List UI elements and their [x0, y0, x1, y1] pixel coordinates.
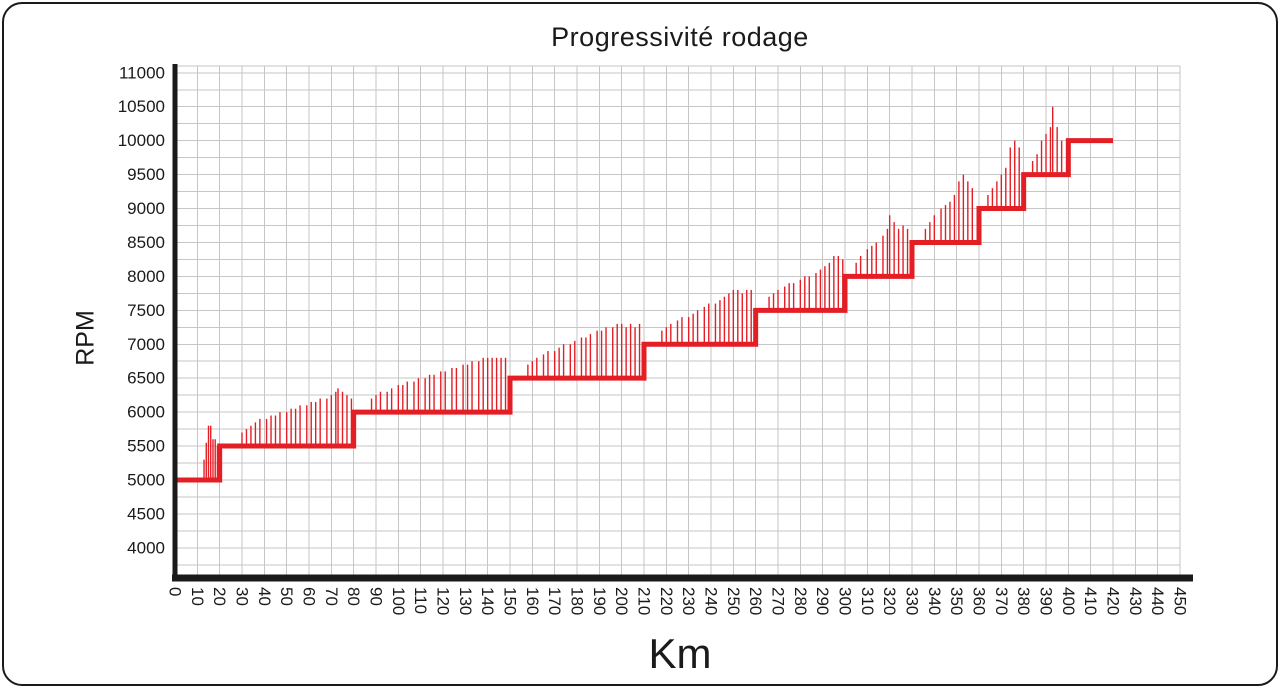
x-tick-label: 330 — [903, 587, 922, 615]
x-tick-label: 260 — [746, 587, 765, 615]
x-tick-label: 380 — [1014, 587, 1033, 615]
x-tick-label: 60 — [300, 587, 319, 606]
x-tick-label: 440 — [1148, 587, 1167, 615]
x-tick-label: 160 — [523, 587, 542, 615]
y-tick-label: 6500 — [127, 369, 165, 388]
y-tick-label: 10000 — [118, 131, 165, 150]
x-tick-label: 40 — [255, 587, 274, 606]
y-tick-label: 4500 — [127, 504, 165, 523]
x-tick-label: 180 — [568, 587, 587, 615]
x-tick-label: 300 — [836, 587, 855, 615]
x-tick-label: 270 — [769, 587, 788, 615]
y-tick-label: 9500 — [127, 165, 165, 184]
x-tick-label: 190 — [590, 587, 609, 615]
x-tick-label: 140 — [478, 587, 497, 615]
x-tick-label: 0 — [166, 587, 185, 596]
x-tick-label: 350 — [947, 587, 966, 615]
x-tick-label: 430 — [1126, 587, 1145, 615]
x-tick-label: 110 — [411, 587, 430, 614]
x-tick-label: 150 — [501, 587, 520, 615]
x-tick-label: 370 — [992, 587, 1011, 615]
y-tick-label: 8000 — [127, 267, 165, 286]
y-tick-label: 9000 — [127, 199, 165, 218]
rpm-step-line — [175, 138, 1113, 483]
x-tick-label: 360 — [970, 587, 989, 615]
x-tick-label: 80 — [344, 587, 363, 606]
y-tick-label: 7500 — [127, 301, 165, 320]
y-tick-label: 8500 — [127, 233, 165, 252]
y-tick-label: 6000 — [127, 403, 165, 422]
x-tick-label: 410 — [1081, 587, 1100, 615]
y-tick-label: 5500 — [127, 437, 165, 456]
x-tick-label: 320 — [880, 587, 899, 615]
x-tick-label: 390 — [1037, 587, 1056, 615]
x-tick-label: 290 — [813, 587, 832, 615]
x-tick-label: 30 — [233, 587, 252, 606]
x-tick-label: 100 — [389, 587, 408, 615]
x-tick-label: 90 — [367, 587, 386, 606]
x-tick-label: 400 — [1059, 587, 1078, 615]
x-tick-label: 450 — [1171, 587, 1190, 615]
x-tick-label: 50 — [277, 587, 296, 606]
x-tick-label: 250 — [724, 587, 743, 615]
x-tick-label: 210 — [635, 587, 654, 615]
x-tick-label: 240 — [702, 587, 721, 615]
x-tick-label: 200 — [612, 587, 631, 615]
x-tick-label: 10 — [188, 587, 207, 606]
chart-title: Progressivité rodage — [551, 22, 809, 52]
x-tick-label: 230 — [679, 587, 698, 615]
x-axis-title: Km — [648, 630, 712, 677]
y-tick-label: 10500 — [118, 97, 165, 116]
x-tick-label: 170 — [545, 587, 564, 615]
x-tick-label: 120 — [434, 587, 453, 615]
x-tick-label: 20 — [210, 587, 229, 606]
x-tick-label: 310 — [858, 587, 877, 615]
x-tick-label: 70 — [322, 587, 341, 606]
y-tick-label: 11000 — [119, 63, 165, 82]
x-tick-label: 280 — [791, 587, 810, 615]
y-tick-label: 7000 — [127, 335, 165, 354]
y-tick-label: 5000 — [127, 470, 165, 489]
x-tick-label: 340 — [925, 587, 944, 615]
x-tick-label: 130 — [456, 587, 475, 615]
y-axis-title: RPM — [71, 310, 100, 366]
x-tick-label: 220 — [657, 587, 676, 615]
x-tick-label: 420 — [1104, 587, 1123, 615]
y-tick-label: 4000 — [127, 538, 165, 557]
